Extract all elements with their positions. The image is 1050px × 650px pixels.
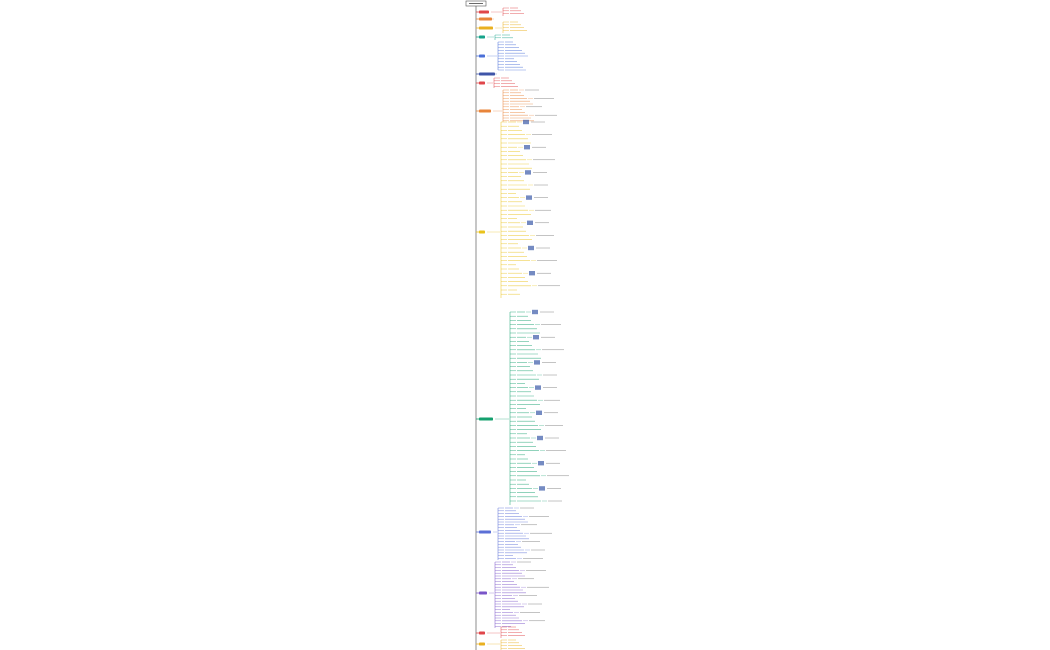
leaf-thumbnail (535, 385, 541, 390)
leaf-thumbnail (524, 145, 530, 150)
branch-node (479, 642, 485, 646)
branch-node (479, 81, 485, 85)
branch-node (479, 26, 493, 30)
branch-node (479, 417, 493, 421)
branch-node (479, 591, 487, 595)
branch-node (479, 109, 491, 113)
leaf-thumbnail (532, 309, 538, 315)
branch-node (479, 72, 495, 76)
leaf-thumbnail (534, 360, 540, 365)
leaf-thumbnail (533, 335, 539, 340)
leaf-thumbnail (523, 119, 529, 125)
leaf-thumbnail (526, 195, 532, 200)
leaf-thumbnail (527, 220, 533, 225)
leaf-thumbnail (537, 435, 543, 441)
leaf-thumbnail (529, 271, 535, 276)
leaf-thumbnail (539, 486, 545, 491)
branch-node (479, 10, 489, 14)
leaf-thumbnail (538, 461, 544, 466)
branch-node (479, 631, 485, 635)
branch-node (479, 17, 492, 21)
branch-node (479, 530, 491, 534)
leaf-thumbnail (536, 410, 542, 415)
leaf-thumbnail (525, 170, 531, 175)
branch-node (479, 35, 485, 39)
branch-node (479, 54, 485, 58)
branch-node (479, 230, 485, 234)
leaf-thumbnail (528, 245, 534, 251)
